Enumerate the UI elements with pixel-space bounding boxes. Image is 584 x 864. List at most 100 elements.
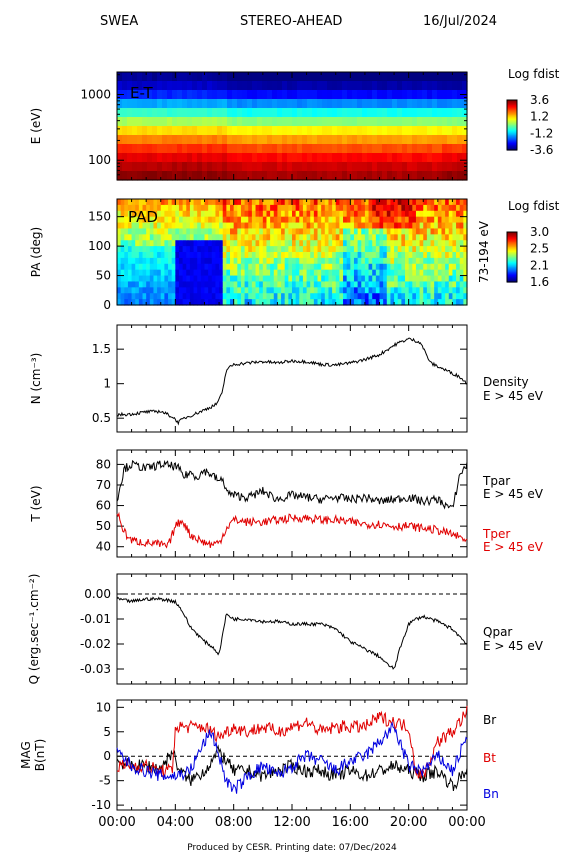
panel-pad-cell-49-10	[295, 257, 300, 265]
panel-et-cell-13-11	[182, 171, 188, 181]
panel-et-cell-26-4	[247, 108, 253, 118]
panel-et-cell-12-0	[177, 72, 183, 82]
panel-et-cell-9-6	[162, 126, 168, 136]
panel-pad-cell-8-1	[146, 204, 151, 212]
panel-pad-cell-64-3	[350, 216, 355, 224]
panel-pad-cell-46-1	[284, 204, 289, 212]
panel-pad-cell-46-15	[284, 287, 289, 294]
panel-pad-cell-83-6	[419, 234, 424, 241]
panel-pad-cell-63-5	[346, 228, 351, 235]
colorbar-cell-pad-8	[507, 242, 517, 244]
panel-pad-cell-6-5	[138, 228, 144, 235]
panel-et-axis-title: E (eV)	[29, 108, 43, 144]
panel-pad-cell-89-10	[441, 257, 446, 265]
panel-pad-cell-47-8	[288, 246, 293, 253]
panel-pad-cell-85-2	[426, 210, 432, 218]
panel-temperature-ylabel-1: 50	[96, 519, 111, 533]
panel-et-cell-28-1	[257, 81, 263, 91]
panel-pad-cell-59-6	[332, 234, 337, 241]
panel-pad-cell-45-14	[281, 281, 286, 288]
panel-pad-cell-7-13	[142, 275, 147, 283]
panel-pad-cell-14-11	[168, 263, 173, 271]
panel-et-cell-28-6	[257, 126, 263, 136]
panel-pad-cell-37-4	[251, 222, 257, 230]
panel-pad-cell-41-0	[266, 199, 271, 206]
panel-pad-cell-51-8	[302, 246, 308, 253]
panel-pad-cell-62-5	[343, 228, 348, 235]
panel-pad-cell-70-17	[372, 299, 377, 306]
panel-et-cell-43-9	[332, 153, 338, 163]
panel-et-cell-54-10	[387, 162, 393, 172]
panel-pad-cell-91-17	[448, 299, 454, 306]
panel-pad-cell-11-15	[157, 287, 162, 294]
panel-et-cell-52-8	[377, 144, 383, 154]
panel-pad-cell-76-17	[394, 299, 399, 306]
panel-et-cell-34-11	[287, 171, 293, 181]
panel-et-cell-29-5	[262, 117, 268, 127]
panel-et-cell-8-11	[157, 171, 163, 181]
panel-pad-cell-62-12	[343, 269, 348, 277]
panel-et-cell-9-2	[162, 90, 168, 100]
panel-pad-cell-45-1	[281, 204, 286, 212]
panel-pad-cell-80-12	[408, 269, 413, 277]
panel-et-cell-53-7	[382, 135, 388, 145]
panel-et-cell-4-5	[137, 117, 143, 127]
panel-et-cell-54-5	[387, 117, 393, 127]
panel-pad-cell-20-9	[189, 252, 195, 259]
panel-et-cell-8-3	[157, 99, 163, 109]
panel-et-cell-25-3	[242, 99, 248, 109]
panel-pad-cell-17-2	[178, 210, 184, 218]
panel-pad-cell-70-10	[372, 257, 377, 265]
panel-pad-cell-7-16	[142, 293, 147, 300]
panel-pad-cell-83-14	[419, 281, 424, 288]
colorbar-cell-et-26	[507, 132, 517, 135]
panel-pad-cell-23-0	[200, 199, 206, 206]
panel-pad-cell-60-0	[335, 199, 340, 206]
panel-et-cell-28-3	[257, 99, 263, 109]
panel-pad-cell-88-17	[437, 299, 443, 306]
panel-et-cell-62-6	[427, 126, 433, 136]
panel-pad-cell-40-4	[262, 222, 268, 230]
panel-et-cell-12-11	[177, 171, 183, 181]
colorbar-cell-et-19	[507, 123, 517, 126]
panel-pad-cell-25-6	[208, 234, 213, 241]
panel-pad-cell-44-4	[277, 222, 282, 230]
panel-pad-cell-80-17	[408, 299, 413, 306]
panel-pad-cell-5-3	[135, 216, 140, 224]
panel-pad-cell-94-3	[459, 216, 464, 224]
panel-et-cell-47-9	[352, 153, 358, 163]
panel-pad-cell-23-16	[200, 293, 206, 300]
panel-pad-cell-25-14	[208, 281, 213, 288]
panel-pad-cell-39-15	[259, 287, 264, 294]
panel-et-cell-47-4	[352, 108, 358, 118]
panel-pad-cell-51-9	[302, 252, 308, 259]
panel-et-cell-57-10	[402, 162, 408, 172]
panel-pad-cell-50-0	[299, 199, 304, 206]
panel-et-cell-36-11	[297, 171, 303, 181]
panel-pad-cell-47-5	[288, 228, 293, 235]
panel-pad-cell-16-8	[175, 246, 180, 253]
panel-pad-cell-63-3	[346, 216, 351, 224]
panel-et-cell-37-2	[302, 90, 308, 100]
panel-et-cell-58-4	[407, 108, 413, 118]
panel-et-cell-8-7	[157, 135, 163, 145]
panel-pad-cell-67-13	[361, 275, 366, 283]
panel-pad-cell-16-7	[175, 240, 180, 247]
panel-et-cell-34-3	[287, 99, 293, 109]
panel-density-ylabel-2: 1.5	[92, 342, 111, 356]
panel-et-cell-68-1	[457, 81, 463, 91]
panel-pad-cell-49-11	[295, 263, 300, 271]
panel-pad-cell-29-0	[222, 199, 227, 206]
panel-pad-cell-55-13	[317, 275, 322, 283]
panel-heatflux-legend-sub: E > 45 eV	[483, 639, 544, 653]
colorbar-cell-et-23	[507, 128, 517, 131]
panel-et-cell-12-2	[177, 90, 183, 100]
panel-pad-cell-66-12	[357, 269, 362, 277]
panel-pad-cell-65-14	[353, 281, 359, 288]
panel-pad-ylabel-3: 150	[88, 210, 111, 224]
panel-pad-cell-91-16	[448, 293, 454, 300]
panel-pad-cell-80-0	[408, 199, 413, 206]
panel-et-cell-51-5	[372, 117, 378, 127]
panel-pad-cell-47-2	[288, 210, 293, 218]
